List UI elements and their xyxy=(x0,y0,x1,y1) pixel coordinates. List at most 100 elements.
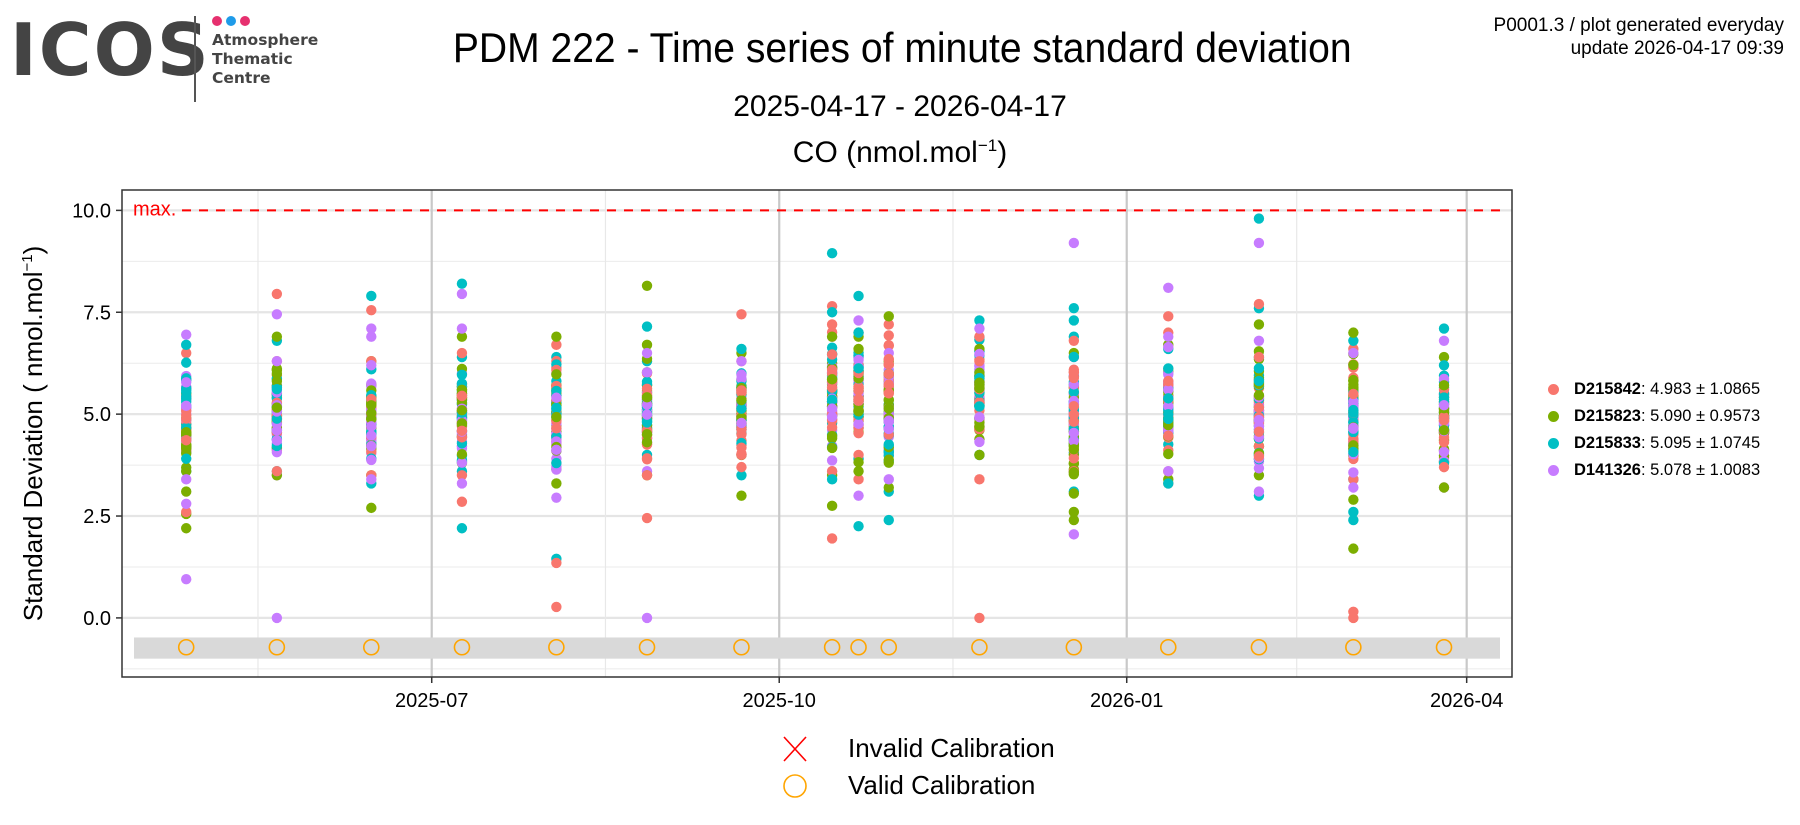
data-point xyxy=(456,425,468,436)
x-mark-icon xyxy=(775,734,815,764)
panel-title-close: ) xyxy=(997,136,1008,169)
data-point xyxy=(853,343,864,355)
data-point xyxy=(736,403,747,414)
legend-item-series: D215833: 5.095 ± 1.0745 xyxy=(1548,430,1760,457)
data-point xyxy=(1068,335,1080,346)
data-point xyxy=(1253,390,1265,401)
data-point xyxy=(1348,543,1359,554)
logo-dot xyxy=(226,16,236,26)
data-point xyxy=(1348,494,1359,505)
calibration-marker-valid xyxy=(177,638,195,656)
data-point xyxy=(883,340,894,351)
data-point xyxy=(826,455,838,466)
data-point xyxy=(826,247,838,259)
data-point xyxy=(1163,400,1174,412)
data-point xyxy=(883,482,894,493)
data-point xyxy=(1068,488,1080,499)
logo-dot xyxy=(212,16,222,26)
calibration-marker-valid xyxy=(453,638,471,656)
data-point xyxy=(456,470,468,481)
data-point xyxy=(271,384,283,395)
data-point xyxy=(826,442,838,454)
data-point xyxy=(641,339,653,351)
data-point xyxy=(1163,384,1174,396)
data-point xyxy=(641,417,653,428)
logo-dot xyxy=(240,16,250,26)
data-point xyxy=(1348,514,1359,526)
data-point xyxy=(1253,463,1265,474)
data-point xyxy=(1438,461,1450,473)
data-point xyxy=(1348,335,1359,346)
data-point xyxy=(551,339,562,351)
data-point xyxy=(1163,478,1174,489)
data-point xyxy=(1253,486,1265,497)
data-point xyxy=(1068,302,1080,314)
data-point xyxy=(1253,298,1265,310)
data-point xyxy=(1253,319,1265,330)
data-point xyxy=(641,280,653,291)
legend-dot-icon xyxy=(1548,384,1559,395)
data-point xyxy=(883,388,894,399)
data-point xyxy=(641,512,653,524)
data-point xyxy=(826,433,838,444)
data-point xyxy=(1253,351,1265,363)
data-point xyxy=(1438,424,1450,436)
data-point xyxy=(641,367,653,378)
data-point xyxy=(826,474,838,485)
y-axis-label-sup: −1 xyxy=(19,254,36,271)
circle-icon xyxy=(775,771,815,801)
x-tick-label: 2025-07 xyxy=(395,690,468,712)
data-point xyxy=(1253,335,1265,346)
calibration-markers xyxy=(177,638,1453,656)
data-point xyxy=(181,339,192,351)
legend-series-stats: : 5.078 ± 1.0083 xyxy=(1640,461,1761,479)
data-point xyxy=(883,439,894,450)
x-tick-label: 2026-01 xyxy=(1090,690,1163,712)
data-point xyxy=(853,521,864,532)
logo-line: Thematic xyxy=(212,50,293,68)
data-point xyxy=(1253,414,1265,426)
data-point xyxy=(271,309,283,320)
data-point xyxy=(853,490,864,501)
data-point xyxy=(853,406,864,417)
data-point xyxy=(826,533,838,544)
data-point xyxy=(271,376,283,387)
data-point xyxy=(1438,392,1450,403)
data-point xyxy=(1068,351,1080,363)
data-point xyxy=(641,347,653,359)
data-point xyxy=(1068,427,1080,439)
legend-series-name: D141326 xyxy=(1574,461,1641,479)
chart-title: PDM 222 - Time series of minute standard… xyxy=(0,24,1800,72)
data-point xyxy=(736,343,747,355)
data-point xyxy=(853,385,864,396)
legend-dot-icon xyxy=(1548,411,1559,422)
data-point xyxy=(736,385,747,396)
data-point xyxy=(1068,315,1080,326)
data-point xyxy=(736,369,747,380)
axes: 0.0 2.5 5.0 7.5 10.0 2025-07 2025-10 2026-01 202… xyxy=(72,200,1503,712)
data-point xyxy=(366,421,377,432)
data-point xyxy=(641,409,653,420)
series-legend: D215842: 4.983 ± 1.0865 D215823: 5.090 ±… xyxy=(1548,376,1760,484)
data-point xyxy=(551,392,562,403)
y-tick-label: 0.0 xyxy=(83,608,111,630)
data-point xyxy=(456,449,468,460)
panel-border xyxy=(121,189,1513,678)
data-point xyxy=(641,383,653,394)
data-point xyxy=(181,400,192,411)
max-threshold-label: max. xyxy=(133,198,176,220)
y-axis-label-close: ) xyxy=(18,246,48,255)
data-point xyxy=(181,377,192,388)
data-point xyxy=(641,437,653,448)
legend-item-invalid-calibration: Invalid Calibration xyxy=(775,730,1055,767)
logo-line: Centre xyxy=(212,69,271,87)
calibration-marker-valid xyxy=(638,638,656,656)
data-point xyxy=(853,363,864,374)
data-point xyxy=(1068,453,1080,464)
data-point xyxy=(974,315,985,326)
calibration-marker-valid xyxy=(1065,638,1083,656)
data-point xyxy=(641,612,653,624)
data-point xyxy=(853,427,864,439)
data-point xyxy=(974,356,985,367)
data-point xyxy=(736,461,747,473)
